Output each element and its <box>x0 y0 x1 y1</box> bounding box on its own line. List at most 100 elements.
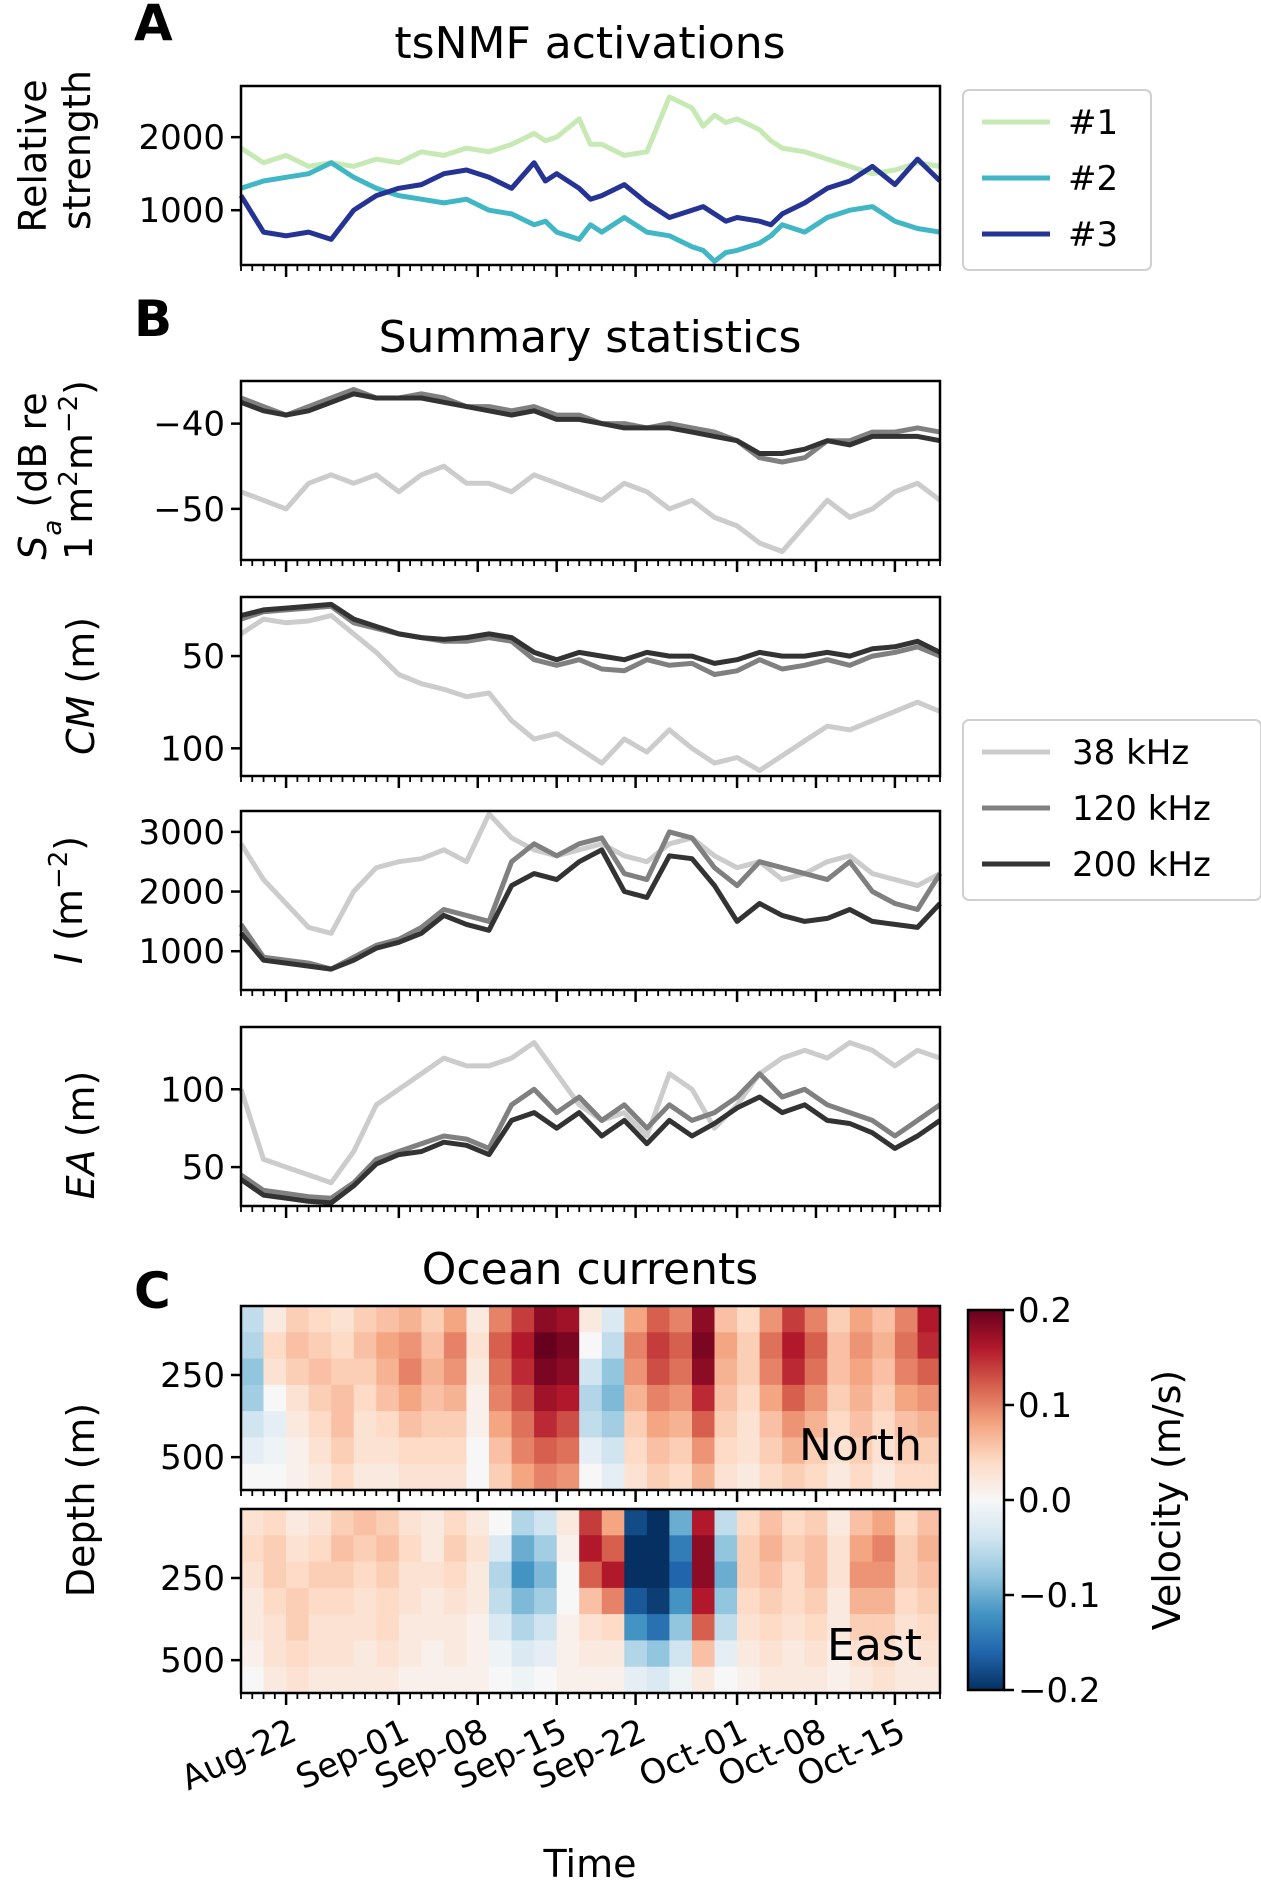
east-heat-cell <box>398 1509 422 1536</box>
sa-ytick-label: −50 <box>153 490 225 530</box>
north-heat-cell <box>308 1437 332 1465</box>
north-heat-cell <box>714 1306 738 1333</box>
tsnmf-ytick-label: 1000 <box>138 191 225 231</box>
east-heat-cell <box>241 1509 265 1536</box>
north-heat-cell <box>669 1463 693 1491</box>
east-heat-cell <box>669 1666 693 1694</box>
north-heat-cell <box>917 1411 941 1438</box>
north-heat-cell <box>466 1463 490 1491</box>
north-heat-cell <box>601 1384 625 1412</box>
east-heat-cell <box>624 1509 648 1536</box>
north-heat-cell <box>827 1411 851 1438</box>
north-heat-cell <box>849 1332 873 1360</box>
north-heat-cell <box>286 1384 310 1412</box>
north-heat-cell <box>624 1463 648 1491</box>
east-heat-cell <box>579 1587 603 1615</box>
north-heat-cell <box>241 1306 265 1333</box>
east-heat-cell <box>556 1666 580 1694</box>
north-heat-cell <box>511 1384 535 1412</box>
north-heat-cell <box>331 1437 355 1465</box>
panel-c-ylabel: Depth (m) <box>59 1403 103 1598</box>
east-heat-cell <box>894 1587 918 1615</box>
north-heat-cell <box>376 1332 400 1360</box>
north-heat-cell <box>692 1437 716 1465</box>
panel-a-title: tsNMF activations <box>394 18 785 69</box>
north-heat-cell <box>376 1437 400 1465</box>
east-heat-cell <box>804 1561 828 1589</box>
east-heat-cell <box>579 1640 603 1668</box>
east-heat-cell <box>579 1509 603 1536</box>
east-heat-cell <box>241 1561 265 1589</box>
east-heat-cell <box>263 1587 287 1615</box>
north-heat-cell <box>601 1411 625 1438</box>
east-heat-cell <box>241 1587 265 1615</box>
east-heat-cell <box>489 1561 513 1589</box>
east-heat-cell <box>286 1561 310 1589</box>
east-heat-cell <box>263 1535 287 1563</box>
i-series-3-line <box>239 847 942 972</box>
north-heat-cell <box>241 1384 265 1412</box>
east-heat-cell <box>556 1587 580 1615</box>
east-heat-cell <box>421 1640 445 1668</box>
north-heat-cell <box>443 1411 467 1438</box>
east-heat-cell <box>556 1509 580 1536</box>
north-heat-cell <box>692 1411 716 1438</box>
north-heat-cell <box>894 1463 918 1491</box>
east-heat-cell <box>669 1640 693 1668</box>
east-heat-cell <box>466 1587 490 1615</box>
east-heat-cell <box>894 1614 918 1641</box>
east-heat-cell <box>827 1640 851 1668</box>
legend-label-1: #1 <box>1068 103 1118 143</box>
east-heat-cell <box>376 1614 400 1641</box>
legend-label-3: #3 <box>1068 215 1118 255</box>
east-heat-cell <box>308 1535 332 1563</box>
north-heat-cell <box>714 1437 738 1465</box>
east-heat-cell <box>849 1561 873 1589</box>
north-heat-cell <box>917 1463 941 1491</box>
east-heat-cell <box>782 1640 806 1668</box>
north-heat-cell <box>827 1306 851 1333</box>
east-heat-cell <box>421 1509 445 1536</box>
east-heat-cell <box>443 1535 467 1563</box>
east-heat-cell <box>263 1561 287 1589</box>
north-heat-cell <box>241 1332 265 1360</box>
panel-b-legend: 38 kHz 120 kHz 200 kHz <box>962 719 1261 901</box>
north-heat-cell <box>421 1332 445 1360</box>
north-heat-cell <box>759 1437 783 1465</box>
east-heat-cell <box>353 1509 377 1536</box>
north-heat-cell <box>669 1411 693 1438</box>
north-heat-cell <box>714 1358 738 1386</box>
east-heat-cell <box>714 1666 738 1694</box>
north-heat-cell <box>872 1411 896 1438</box>
colorbar-tick-label: −0.1 <box>1018 1576 1101 1616</box>
north-heat-cell <box>692 1332 716 1360</box>
east-heat-cell <box>872 1561 896 1589</box>
sa-ytick-label: −40 <box>153 405 225 445</box>
north-heat-cell <box>534 1384 558 1412</box>
east-heat-cell <box>443 1509 467 1536</box>
east-heat-cell <box>894 1535 918 1563</box>
east-heat-cell <box>241 1666 265 1694</box>
north-heat-cell <box>443 1384 467 1412</box>
north-heat-cell <box>489 1306 513 1333</box>
east-heat-cell <box>398 1535 422 1563</box>
east-heat-cell <box>601 1666 625 1694</box>
east-heat-cell <box>579 1614 603 1641</box>
north-heat-cell <box>872 1332 896 1360</box>
north-heat-cell <box>308 1306 332 1333</box>
north-heat-cell <box>466 1437 490 1465</box>
east-heat-cell <box>331 1535 355 1563</box>
colorbar-label: Velocity (m/s) <box>1145 1370 1189 1630</box>
east-heat-cell <box>443 1666 467 1694</box>
east-heat-cell <box>443 1614 467 1641</box>
north-heat-cell <box>376 1358 400 1386</box>
i-series-1-line <box>238 811 942 936</box>
east-heat-cell <box>466 1561 490 1589</box>
east-heat-cell <box>669 1535 693 1563</box>
cm-axes: 50 100 <box>160 595 942 788</box>
panel-a-letter: A <box>134 0 173 52</box>
north-heat-cell <box>443 1463 467 1491</box>
north-heat-cell <box>804 1384 828 1412</box>
east-heat-cell <box>782 1561 806 1589</box>
east-heat-cell <box>624 1535 648 1563</box>
